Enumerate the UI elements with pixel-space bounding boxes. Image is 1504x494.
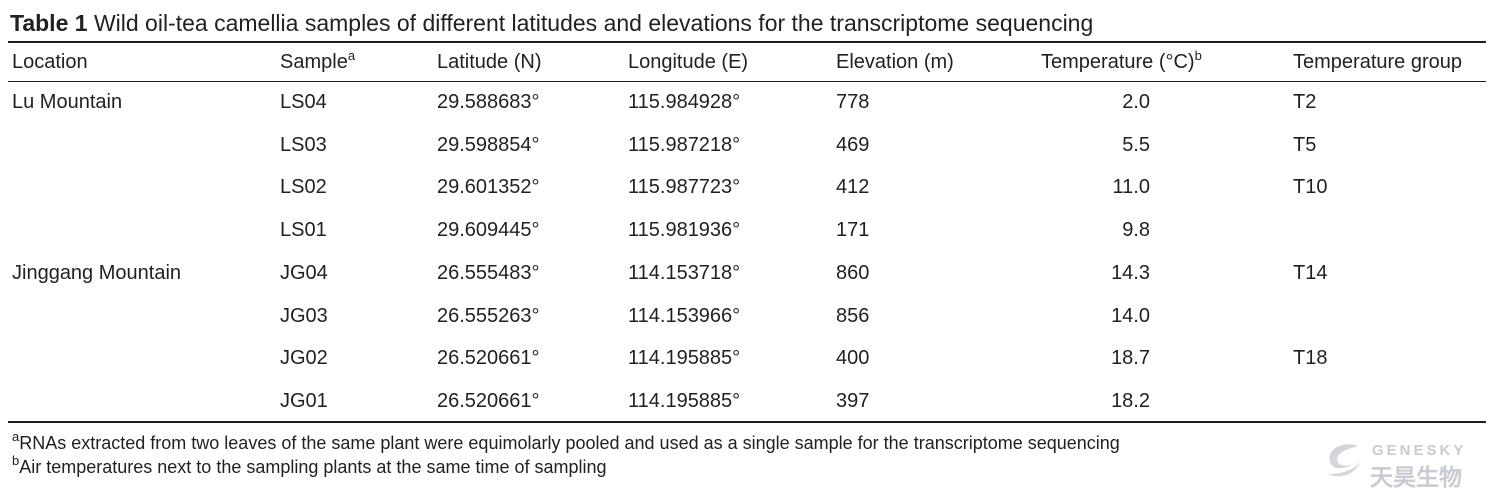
top-rule bbox=[8, 41, 1486, 43]
longitude-cell: 115.987218° bbox=[628, 133, 741, 156]
group-cell: T10 bbox=[1293, 176, 1328, 199]
elevation-cell: 860 bbox=[836, 261, 870, 284]
sample-cell: LS02 bbox=[280, 176, 327, 199]
location-cell: Lu Mountain bbox=[12, 91, 123, 113]
title-text: Wild oil-tea camellia samples of differe… bbox=[93, 10, 1094, 36]
header-cell: Location bbox=[12, 50, 88, 74]
elevation-cell: 171 bbox=[836, 219, 870, 242]
elevation-cell: 856 bbox=[836, 304, 870, 327]
elevation-cell: 397 bbox=[836, 389, 870, 412]
longitude-cell: 114.195885° bbox=[628, 389, 741, 412]
header-text: Latitude (N) bbox=[437, 51, 542, 73]
watermark-brand: GENESKY bbox=[1372, 442, 1467, 459]
header-cell: Longitude (E) bbox=[628, 50, 748, 74]
elevation-cell: 778 bbox=[836, 91, 870, 113]
header-cell: Temperature group bbox=[1293, 50, 1462, 74]
latitude-cell: 29.609445° bbox=[437, 219, 540, 242]
title-label: Table 1 bbox=[10, 10, 88, 36]
sample-cell: LS04 bbox=[280, 91, 327, 113]
header-text: Sample bbox=[280, 51, 348, 73]
header-text: Elevation (m) bbox=[836, 51, 954, 73]
sample-cell: JG03 bbox=[280, 304, 328, 327]
temperature-cell: 2.0 bbox=[1122, 91, 1150, 113]
latitude-cell: 26.520661° bbox=[437, 389, 540, 412]
sample-cell: LS01 bbox=[280, 219, 327, 242]
longitude-cell: 114.195885° bbox=[628, 347, 741, 370]
group-cell: T18 bbox=[1293, 347, 1328, 370]
longitude-cell: 115.987723° bbox=[628, 176, 741, 199]
group-cell: T2 bbox=[1293, 91, 1317, 113]
longitude-cell: 115.981936° bbox=[628, 219, 741, 242]
footnote-marker: b bbox=[12, 453, 20, 468]
header-cell: Samplea bbox=[280, 48, 356, 74]
latitude-cell: 29.601352° bbox=[437, 176, 540, 199]
temperature-cell: 11.0 bbox=[1112, 176, 1150, 199]
temperature-cell: 14.3 bbox=[1111, 261, 1150, 284]
header-cell: Elevation (m) bbox=[836, 50, 954, 74]
header-text: Temperature (°C) bbox=[1041, 51, 1195, 73]
location-cell: Jinggang Mountain bbox=[12, 261, 182, 284]
footnote-text: Air temperatures next to the sampling pl… bbox=[19, 457, 607, 477]
header-cell: Latitude (N) bbox=[437, 50, 542, 74]
temperature-cell: 9.8 bbox=[1122, 219, 1150, 242]
group-cell: T5 bbox=[1293, 133, 1317, 156]
watermark-logo bbox=[1328, 444, 1360, 477]
latitude-cell: 29.598854° bbox=[437, 133, 540, 156]
longitude-cell: 115.984928° bbox=[628, 91, 741, 113]
group-cell: T14 bbox=[1293, 261, 1328, 284]
footnote-text: RNAs extracted from two leaves of the sa… bbox=[19, 433, 1120, 453]
header-rule bbox=[8, 81, 1486, 82]
elevation-cell: 469 bbox=[836, 133, 870, 156]
header-cell: Temperature (°C)b bbox=[1041, 48, 1202, 74]
latitude-cell: 26.555483° bbox=[437, 261, 540, 284]
latitude-cell: 29.588683° bbox=[437, 91, 540, 113]
header-text: Longitude (E) bbox=[628, 51, 749, 73]
header-text: Location bbox=[12, 51, 88, 73]
footnote: bAir temperatures next to the sampling p… bbox=[12, 453, 607, 479]
sample-cell: JG04 bbox=[280, 261, 328, 284]
temperature-cell: 5.5 bbox=[1122, 133, 1150, 156]
watermark-name: 天昊生物 bbox=[1370, 464, 1462, 490]
footnote-marker: a bbox=[12, 429, 20, 444]
temperature-cell: 18.7 bbox=[1111, 347, 1150, 370]
header-text: Temperature group bbox=[1293, 51, 1462, 73]
table-title: Table 1 Wild oil-tea camellia samples of… bbox=[10, 9, 1093, 37]
sample-cell: LS03 bbox=[280, 133, 327, 156]
longitude-cell: 114.153718° bbox=[628, 261, 741, 284]
temperature-cell: 18.2 bbox=[1111, 389, 1150, 412]
temperature-cell: 14.0 bbox=[1111, 304, 1150, 327]
latitude-cell: 26.520661° bbox=[437, 347, 540, 370]
bottom-rule bbox=[8, 421, 1486, 423]
longitude-cell: 114.153966° bbox=[628, 304, 741, 327]
header-superscript: b bbox=[1194, 48, 1202, 63]
sample-cell: JG02 bbox=[280, 347, 328, 370]
header-superscript: a bbox=[347, 48, 356, 63]
elevation-cell: 400 bbox=[836, 347, 870, 370]
elevation-cell: 412 bbox=[836, 176, 870, 199]
footnote: aRNAs extracted from two leaves of the s… bbox=[12, 429, 1120, 455]
sample-cell: JG01 bbox=[280, 389, 328, 412]
latitude-cell: 26.555263° bbox=[437, 304, 540, 327]
